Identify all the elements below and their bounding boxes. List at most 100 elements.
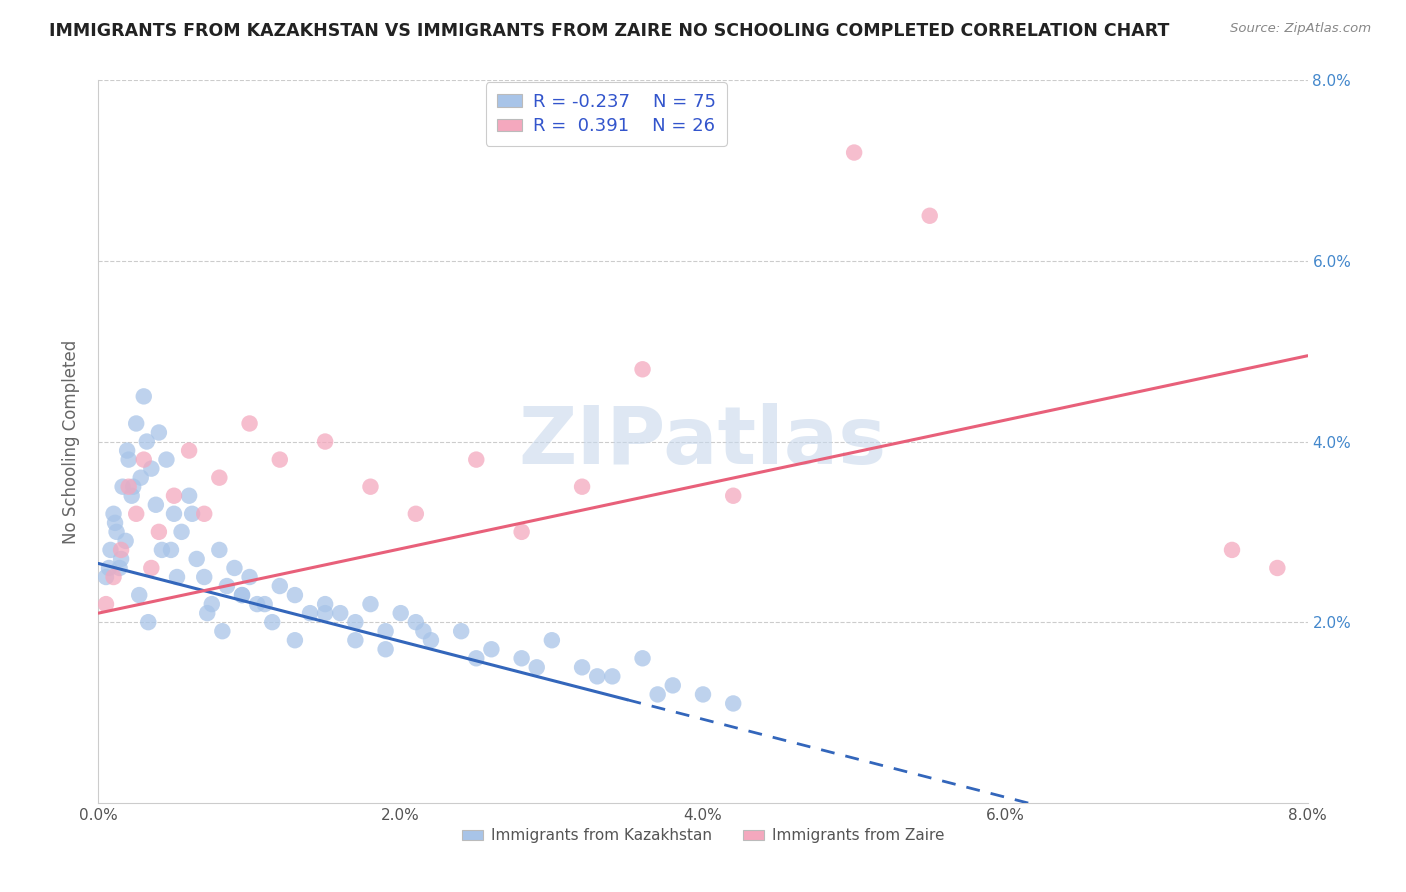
Point bbox=[284, 633, 307, 648]
Point bbox=[215, 579, 238, 593]
Point bbox=[231, 588, 253, 602]
Point bbox=[201, 597, 224, 611]
Point bbox=[128, 588, 150, 602]
Point bbox=[224, 561, 246, 575]
Point bbox=[111, 480, 134, 494]
Point bbox=[179, 443, 201, 458]
Point bbox=[723, 697, 745, 711]
Point bbox=[208, 542, 231, 557]
Point bbox=[1267, 561, 1289, 575]
Point bbox=[246, 597, 269, 611]
Point bbox=[115, 443, 138, 458]
Point bbox=[104, 516, 127, 530]
Point bbox=[94, 570, 117, 584]
Point bbox=[100, 542, 122, 557]
Point bbox=[420, 633, 443, 648]
Point bbox=[114, 533, 136, 548]
Point bbox=[510, 651, 533, 665]
Point bbox=[193, 570, 215, 584]
Point bbox=[360, 480, 382, 494]
Point bbox=[132, 452, 155, 467]
Legend: Immigrants from Kazakhstan, Immigrants from Zaire: Immigrants from Kazakhstan, Immigrants f… bbox=[456, 822, 950, 849]
Point bbox=[239, 570, 262, 584]
Point bbox=[253, 597, 276, 611]
Point bbox=[465, 452, 488, 467]
Point bbox=[121, 489, 143, 503]
Point bbox=[135, 434, 157, 449]
Point bbox=[405, 507, 427, 521]
Point bbox=[389, 606, 412, 620]
Point bbox=[132, 389, 155, 403]
Text: Source: ZipAtlas.com: Source: ZipAtlas.com bbox=[1230, 22, 1371, 36]
Point bbox=[148, 425, 170, 440]
Point bbox=[374, 642, 396, 657]
Point bbox=[110, 542, 132, 557]
Point bbox=[163, 507, 186, 521]
Y-axis label: No Schooling Completed: No Schooling Completed bbox=[62, 340, 80, 543]
Point bbox=[661, 678, 683, 692]
Point bbox=[136, 615, 159, 630]
Point bbox=[108, 561, 131, 575]
Point bbox=[125, 507, 148, 521]
Point bbox=[239, 417, 262, 431]
Point bbox=[631, 651, 654, 665]
Point bbox=[360, 597, 382, 611]
Point bbox=[163, 489, 186, 503]
Point bbox=[631, 362, 654, 376]
Point bbox=[122, 480, 145, 494]
Point bbox=[231, 588, 253, 602]
Point bbox=[465, 651, 488, 665]
Point bbox=[586, 669, 609, 683]
Point bbox=[540, 633, 562, 648]
Point bbox=[844, 145, 866, 160]
Point bbox=[723, 489, 745, 503]
Point bbox=[299, 606, 322, 620]
Point bbox=[344, 615, 367, 630]
Point bbox=[571, 480, 593, 494]
Text: ZIPatlas: ZIPatlas bbox=[519, 402, 887, 481]
Point bbox=[602, 669, 624, 683]
Point bbox=[918, 209, 941, 223]
Point bbox=[110, 552, 132, 566]
Point bbox=[1220, 542, 1243, 557]
Point bbox=[148, 524, 170, 539]
Point bbox=[571, 660, 593, 674]
Point bbox=[103, 507, 125, 521]
Point bbox=[155, 452, 177, 467]
Point bbox=[181, 507, 204, 521]
Point bbox=[193, 507, 215, 521]
Point bbox=[170, 524, 193, 539]
Point bbox=[329, 606, 352, 620]
Point bbox=[103, 570, 125, 584]
Point bbox=[269, 579, 291, 593]
Point bbox=[208, 470, 231, 484]
Point bbox=[314, 434, 336, 449]
Point bbox=[160, 542, 183, 557]
Point bbox=[179, 489, 201, 503]
Point bbox=[344, 633, 367, 648]
Point bbox=[526, 660, 548, 674]
Point bbox=[150, 542, 173, 557]
Point bbox=[314, 597, 336, 611]
Point bbox=[129, 470, 152, 484]
Point bbox=[262, 615, 284, 630]
Point bbox=[374, 624, 396, 639]
Point bbox=[141, 461, 163, 475]
Point bbox=[314, 606, 336, 620]
Text: IMMIGRANTS FROM KAZAKHSTAN VS IMMIGRANTS FROM ZAIRE NO SCHOOLING COMPLETED CORRE: IMMIGRANTS FROM KAZAKHSTAN VS IMMIGRANTS… bbox=[49, 22, 1170, 40]
Point bbox=[141, 561, 163, 575]
Point bbox=[98, 561, 121, 575]
Point bbox=[211, 624, 233, 639]
Point bbox=[692, 687, 714, 701]
Point bbox=[94, 597, 117, 611]
Point bbox=[405, 615, 427, 630]
Point bbox=[145, 498, 167, 512]
Point bbox=[105, 524, 128, 539]
Point bbox=[186, 552, 208, 566]
Point bbox=[510, 524, 533, 539]
Point bbox=[166, 570, 188, 584]
Point bbox=[125, 417, 148, 431]
Point bbox=[195, 606, 218, 620]
Point bbox=[118, 480, 141, 494]
Point bbox=[284, 588, 307, 602]
